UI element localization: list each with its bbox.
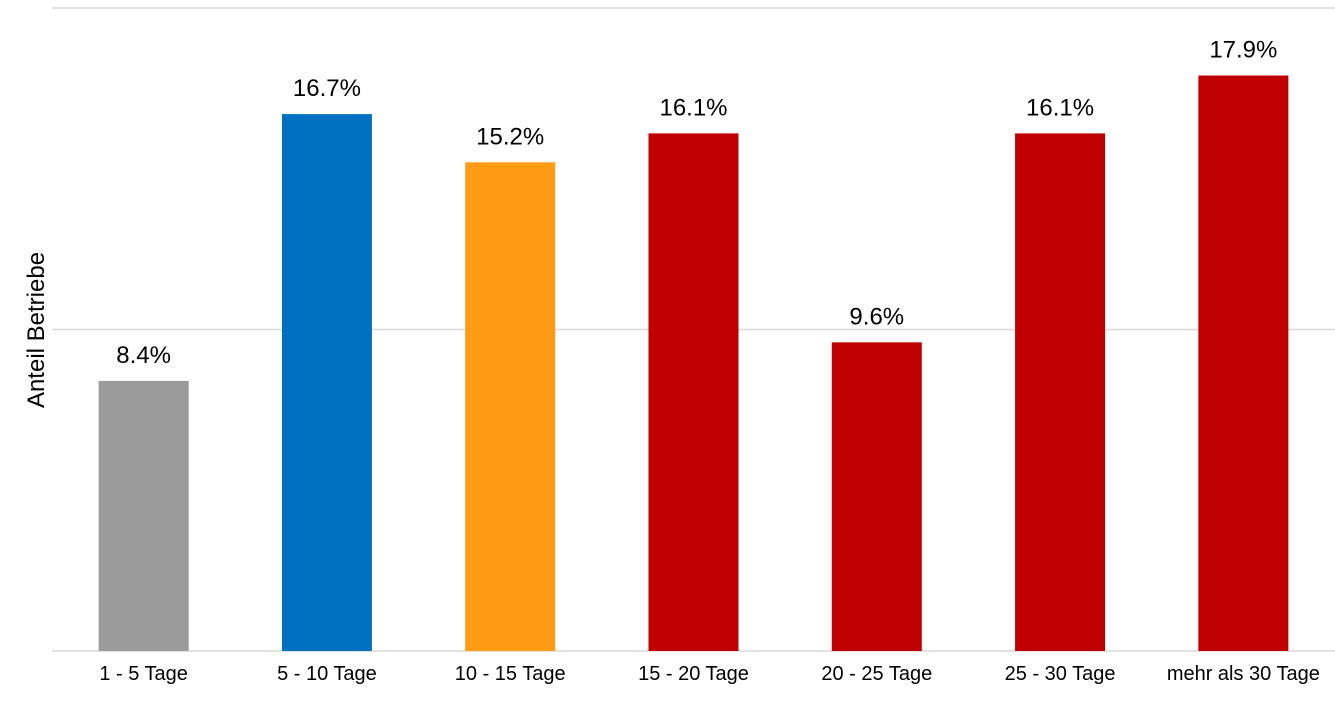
- bar: [831, 342, 922, 651]
- x-tick-label: mehr als 30 Tage: [1166, 663, 1320, 685]
- value-label: 9.6%: [849, 303, 904, 330]
- bar: [648, 133, 739, 651]
- y-axis-title: Anteil Betriebe: [23, 252, 50, 408]
- value-label: 15.2%: [476, 123, 544, 150]
- value-label: 17.9%: [1209, 37, 1277, 64]
- x-tick-label: 1 - 5 Tage: [99, 663, 188, 685]
- value-label: 16.7%: [293, 75, 361, 102]
- x-tick-label: 15 - 20 Tage: [638, 663, 749, 685]
- bar: [98, 380, 189, 651]
- value-label: 16.1%: [1026, 94, 1094, 121]
- bar: [1198, 75, 1289, 651]
- x-tick-label: 5 - 10 Tage: [277, 663, 377, 685]
- x-tick-label: 10 - 15 Tage: [454, 663, 566, 685]
- value-label: 8.4%: [116, 342, 171, 369]
- bar: [465, 162, 556, 651]
- x-tick-label: 20 - 25 Tage: [821, 663, 933, 685]
- bar: [1015, 133, 1106, 651]
- x-tick-label: 25 - 30 Tage: [1004, 663, 1116, 685]
- value-label: 16.1%: [659, 94, 727, 121]
- bar: [281, 114, 372, 652]
